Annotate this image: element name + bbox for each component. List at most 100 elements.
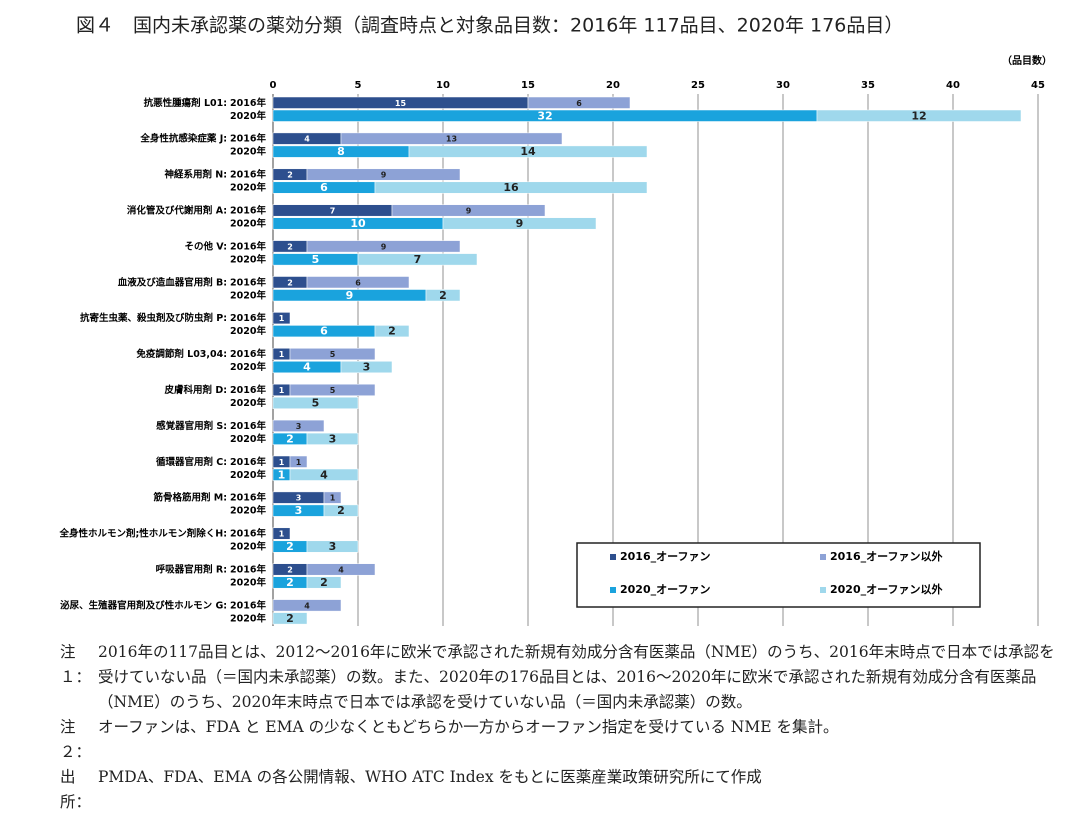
bar (289, 455, 308, 468)
row-label: 2020年 (230, 361, 266, 373)
unit-label: （品目数） (1002, 54, 1052, 67)
value-label: 2 (320, 576, 328, 589)
category-label: 免疫調節剤 L03,04: 2016年 (136, 348, 266, 360)
legend-swatch (820, 587, 826, 593)
row-label: 2020年 (230, 576, 266, 588)
row-label: 2020年 (230, 217, 266, 229)
value-label: 3 (296, 494, 302, 503)
value-label: 1 (279, 530, 285, 539)
value-label: 16 (503, 181, 519, 194)
value-label: 1 (278, 468, 286, 481)
value-label: 2 (287, 565, 293, 574)
value-label: 4 (303, 361, 311, 374)
value-label: 4 (338, 565, 344, 574)
row-label: 2016年 (230, 348, 266, 360)
category-label: 感覚器官用剤 S: 2016年 (156, 419, 266, 431)
value-label: 9 (381, 171, 387, 180)
bar (306, 576, 342, 589)
bar (306, 432, 359, 445)
category-label: 2020年 (230, 468, 266, 480)
value-label: 1 (279, 314, 285, 323)
row-label: 2020年 (230, 468, 266, 480)
bar (289, 348, 376, 361)
category-name: 感覚器官用剤 S: (156, 419, 227, 431)
value-label: 1 (330, 494, 336, 503)
value-label: 6 (576, 99, 582, 108)
row-label: 2016年 (230, 383, 266, 395)
value-label: 6 (320, 181, 328, 194)
note-text: オーファンは、FDA と EMA の少なくともどちらか一方からオーファン指定を受… (98, 718, 839, 736)
row-label: 2016年 (230, 168, 266, 180)
x-tick-label: 15 (521, 80, 535, 91)
category-name: 呼吸器官用剤 R: (156, 563, 227, 575)
category-name: 全身性ホルモン剤;性ホルモン剤除くH: (58, 527, 227, 539)
bar (272, 419, 325, 432)
category-label: 2020年 (230, 253, 266, 265)
value-label: 6 (355, 278, 361, 287)
bar (306, 540, 359, 553)
value-label: 5 (330, 386, 336, 395)
value-label: 6 (320, 325, 328, 338)
category-name: 循環器官用剤 C: (156, 455, 227, 467)
note-text: PMDA、FDA、EMA の各公開情報、WHO ATC Index をもとに医薬… (98, 768, 762, 786)
row-label: 2016年 (230, 563, 266, 575)
x-tick-label: 25 (691, 80, 705, 91)
value-label: 3 (295, 504, 303, 517)
chart-title: 図４ 国内未承認薬の薬効分類（調査時点と対象品目数：2016年 117品目、20… (76, 15, 903, 37)
bar (323, 491, 342, 504)
row-label: 2020年 (230, 253, 266, 265)
category-label: 2020年 (230, 145, 266, 157)
row-label: 2016年 (230, 96, 266, 108)
category-label: 抗悪性腫瘍剤 L01: 2016年 (144, 96, 267, 108)
bar (340, 132, 563, 145)
bar (306, 168, 461, 181)
bar (340, 361, 393, 374)
value-label: 2 (287, 171, 293, 180)
value-label: 3 (329, 540, 337, 553)
bar (272, 612, 308, 625)
category-name: 皮膚科用剤 D: (164, 383, 228, 395)
category-name: 消化管及び代謝用剤 A: (127, 204, 227, 216)
legend-box (576, 542, 981, 608)
x-tick-label: 40 (946, 80, 960, 91)
value-label: 15 (395, 99, 407, 108)
row-label: 2016年 (230, 132, 266, 144)
bar (527, 96, 631, 109)
category-label: 神経系用剤 N: 2016年 (164, 168, 266, 180)
category-label: 2020年 (230, 396, 266, 408)
category-label: 呼吸器官用剤 R: 2016年 (156, 563, 267, 575)
category-label: 2020年 (230, 325, 266, 337)
category-label: 抗寄生虫薬、殺虫剤及び防虫剤 P: 2016年 (80, 312, 267, 324)
row-label: 2020年 (230, 540, 266, 552)
bar (306, 563, 376, 576)
category-name: 泌尿、生殖器官用剤及び性ホルモン G: (60, 599, 227, 611)
value-label: 2 (388, 325, 396, 338)
category-label: 2020年 (230, 181, 266, 193)
note-text: 2016年の117品目とは、2012～2016年に欧米で承認された新規有効成分含… (98, 643, 1055, 711)
x-tick-label: 30 (776, 80, 790, 91)
value-label: 10 (350, 217, 366, 230)
category-name: 血液及び造血器官用剤 B: (118, 276, 227, 288)
x-tick-label: 20 (606, 80, 620, 91)
x-tick-label: 5 (355, 80, 362, 91)
row-label: 2020年 (230, 325, 266, 337)
value-label: 8 (337, 145, 345, 158)
category-label: 2020年 (230, 217, 266, 229)
value-label: 5 (312, 253, 320, 266)
value-label: 3 (296, 422, 302, 431)
value-label: 2 (287, 278, 293, 287)
row-label: 2016年 (230, 599, 266, 611)
value-label: 12 (911, 109, 926, 122)
legend-label: 2020_オーファン (620, 583, 710, 596)
bar (374, 181, 648, 194)
bar (425, 289, 461, 302)
value-label: 14 (520, 145, 536, 158)
category-label: 2020年 (230, 289, 266, 301)
value-label: 5 (330, 350, 336, 359)
bar (306, 276, 410, 289)
category-label: 全身性抗感染症薬 J: 2016年 (139, 132, 266, 144)
category-label: 循環器官用剤 C: 2016年 (156, 455, 267, 467)
bar (408, 145, 648, 158)
value-label: 9 (346, 289, 354, 302)
